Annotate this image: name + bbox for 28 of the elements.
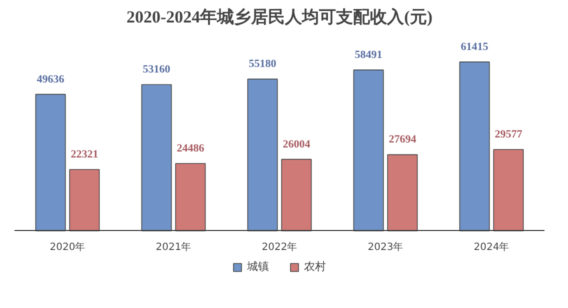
data-label: 26004 — [282, 138, 311, 150]
data-label: 22321 — [70, 148, 98, 160]
bar — [175, 163, 206, 232]
bar — [493, 149, 524, 232]
bar — [387, 154, 418, 232]
legend-label: 农村 — [304, 259, 326, 274]
data-label: 27694 — [388, 134, 417, 146]
data-label: 24486 — [176, 142, 205, 155]
data-label: 55180 — [248, 58, 277, 70]
data-label: 53160 — [142, 64, 171, 76]
x-tick-label: 2020年 — [50, 240, 86, 253]
bar — [247, 78, 278, 232]
data-label: 58491 — [354, 48, 382, 61]
bar — [353, 70, 384, 232]
bar — [459, 62, 490, 232]
x-tick-label: 2021年 — [156, 240, 192, 253]
x-tick-label: 2023年 — [368, 240, 404, 253]
legend-label: 城镇 — [247, 259, 269, 274]
chart-title: 2020-2024年城乡居民人均可支配收入(元) — [126, 8, 432, 26]
x-tick-label: 2022年 — [262, 240, 298, 253]
data-label: 61415 — [460, 40, 489, 53]
data-label: 49636 — [36, 73, 65, 86]
bar — [69, 169, 100, 232]
data-label: 29577 — [494, 128, 523, 141]
bar — [281, 158, 312, 232]
x-tick-label: 2024年 — [474, 240, 510, 253]
bar — [35, 94, 66, 232]
bar — [141, 84, 172, 232]
